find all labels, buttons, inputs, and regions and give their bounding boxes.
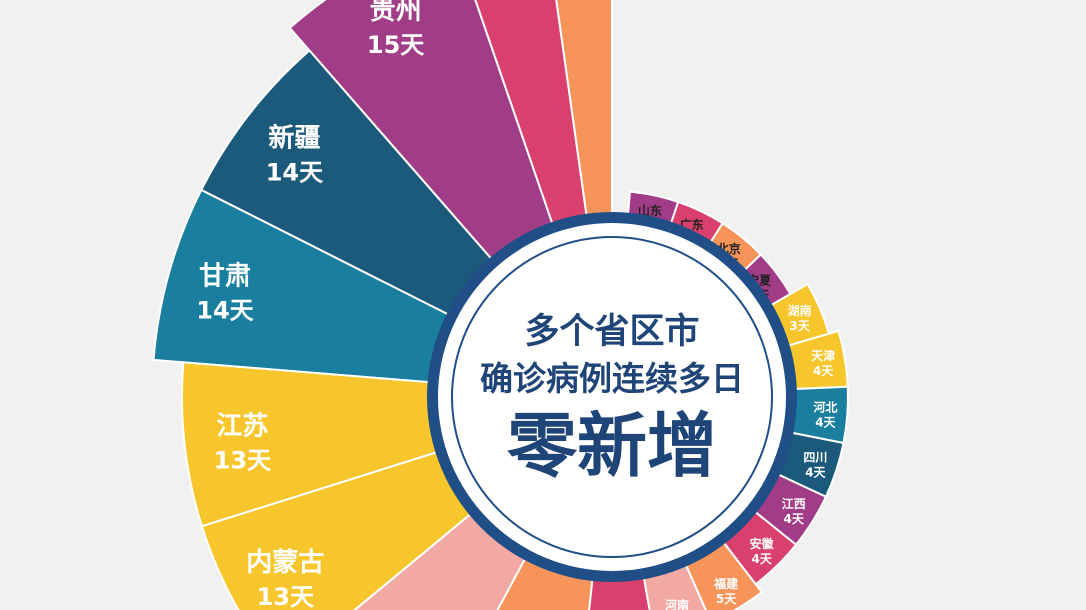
slice-label-name: 江苏 [216,412,268,442]
slice-label-value: 13天 [257,583,314,610]
center-line-3: 零新增 [507,404,717,487]
label-layer: 贵州15天新疆14天甘肃14天江苏13天内蒙古13天海南12天陕西12天云南山东… [196,0,837,610]
center-badge: 多个省区市 确诊病例连续多日 零新增 [427,212,797,582]
slice-label-value: 4天 [815,415,836,429]
center-line-2: 确诊病例连续多日 [480,359,744,398]
slice-label-value: 13天 [214,447,271,475]
slice-label-name: 湖南 [788,303,812,318]
slice-label-value: 4天 [784,512,805,526]
wedge-layer [152,0,849,610]
slice-label-value: 4天 [751,552,772,566]
slice-label-name: 四川 [803,451,827,465]
slice-label-name: 福建 [713,576,739,591]
center-line-1: 多个省区市 [524,311,699,352]
center-ring-inner [451,236,773,558]
center-disc [438,223,786,571]
slice-label-name: 甘肃 [199,261,251,291]
slice-label-name: 贵州 [370,0,422,26]
slice-label-name: 山东 [638,203,662,218]
slice-label-name: 河北 [812,399,837,414]
slice-label-value: 15天 [367,31,424,59]
slice-label-name: 江西 [782,496,806,511]
slice-label-name: 新疆 [268,123,320,154]
slice-label-name: 河南 [664,597,689,610]
slice-label-value: 4天 [805,466,826,480]
slice-label-name: 天津 [811,348,835,363]
slice-label-name: 内蒙古 [246,548,324,578]
slice-label-value: 4天 [813,364,834,378]
slice-label-value: 3天 [789,319,810,333]
slice-label-value: 14天 [196,296,253,324]
slice-label-value: 5天 [716,592,737,606]
slice-label-name: 安徽 [750,536,775,551]
slice-label-value: 14天 [266,159,323,187]
